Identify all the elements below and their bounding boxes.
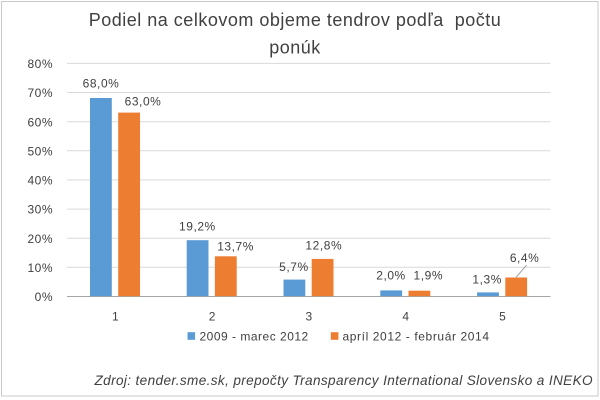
- svg-text:6,4%: 6,4%: [510, 251, 540, 265]
- svg-text:ponúk: ponúk: [269, 37, 321, 57]
- svg-text:40%: 40%: [27, 174, 53, 188]
- svg-text:80%: 80%: [27, 57, 53, 71]
- svg-text:70%: 70%: [27, 86, 53, 100]
- svg-text:1: 1: [112, 309, 119, 323]
- svg-text:2009 - marec 2012: 2009 - marec 2012: [200, 329, 309, 343]
- svg-text:0%: 0%: [35, 290, 53, 304]
- svg-text:4: 4: [402, 309, 409, 323]
- svg-text:2,0%: 2,0%: [376, 268, 406, 282]
- svg-text:50%: 50%: [27, 144, 53, 158]
- svg-text:63,0%: 63,0%: [125, 95, 162, 109]
- svg-text:20%: 20%: [27, 232, 53, 246]
- svg-text:Zdroj: tender.sme.sk, prepočty: Zdroj: tender.sme.sk, prepočty Transpare…: [94, 373, 594, 388]
- svg-text:5,7%: 5,7%: [279, 260, 309, 274]
- svg-text:68,0%: 68,0%: [83, 76, 120, 90]
- svg-text:1,9%: 1,9%: [414, 268, 444, 282]
- svg-text:3: 3: [306, 309, 313, 323]
- svg-text:Podiel na celkovom objeme tend: Podiel na celkovom objeme tendrov podľa …: [89, 10, 502, 30]
- svg-text:30%: 30%: [27, 203, 53, 217]
- svg-text:19,2%: 19,2%: [179, 220, 216, 234]
- svg-text:12,8%: 12,8%: [305, 238, 342, 252]
- svg-text:10%: 10%: [27, 261, 53, 275]
- svg-text:13,7%: 13,7%: [217, 239, 254, 253]
- svg-text:5: 5: [499, 309, 506, 323]
- svg-text:apríl 2012 - február 2014: apríl 2012 - február 2014: [343, 329, 490, 343]
- svg-text:60%: 60%: [27, 115, 53, 129]
- svg-text:2: 2: [209, 309, 216, 323]
- svg-text:1,3%: 1,3%: [472, 273, 502, 287]
